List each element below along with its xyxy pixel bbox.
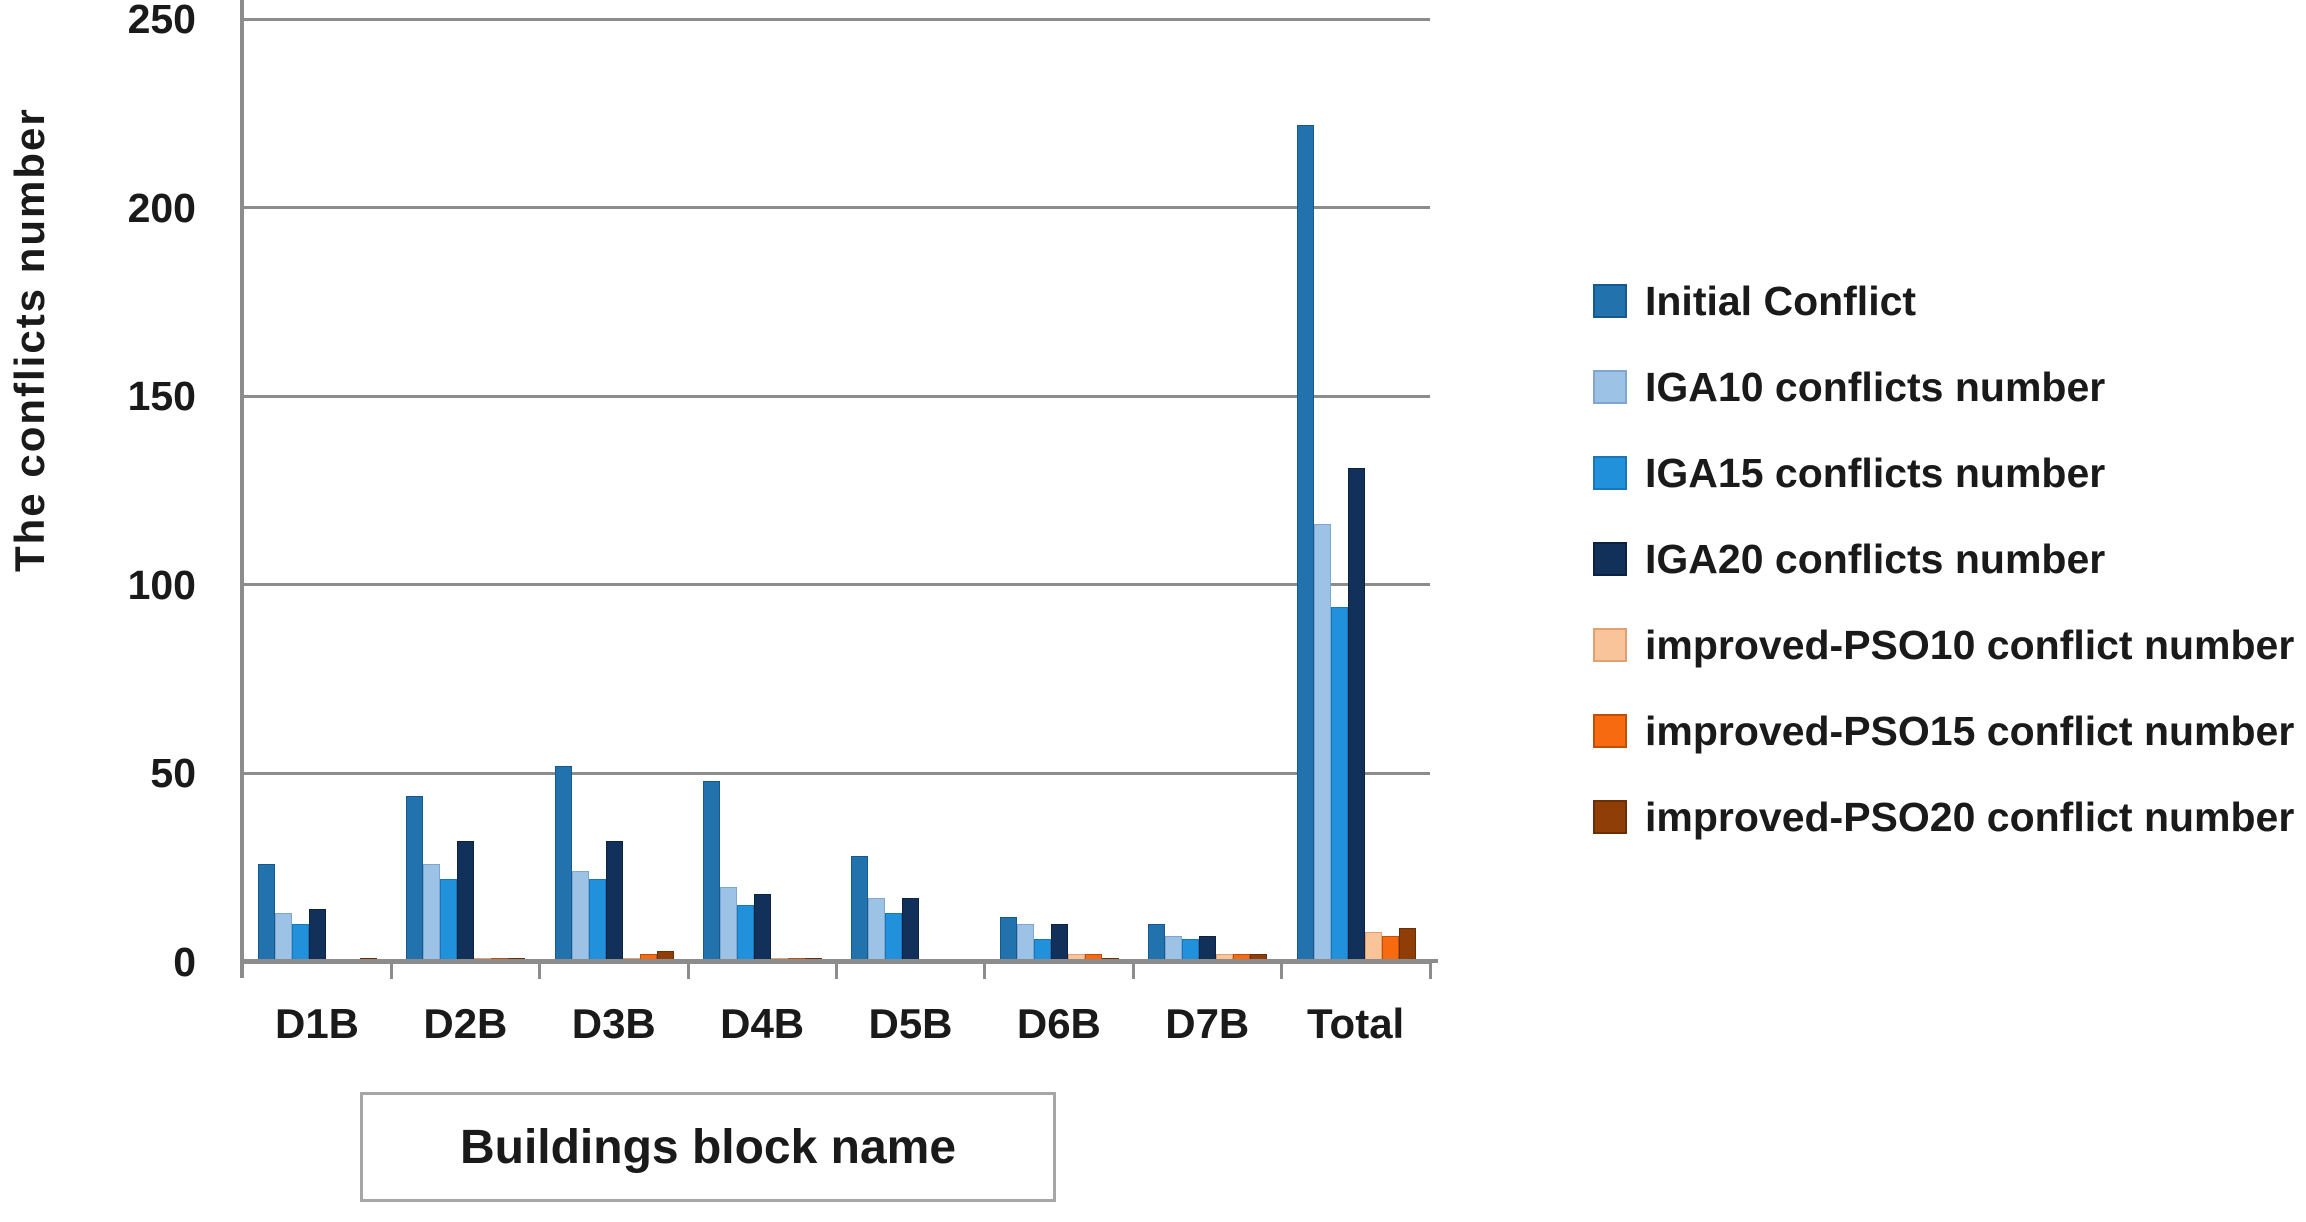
legend-item: Initial Conflict — [1593, 280, 2294, 321]
legend-label: IGA10 conflicts number — [1645, 363, 2106, 410]
x-axis-tick — [983, 962, 987, 979]
x-axis-line — [240, 959, 1438, 963]
bar-group-D6B — [985, 19, 1133, 962]
legend-item: improved-PSO20 conflict number — [1593, 796, 2294, 837]
bar — [457, 841, 475, 962]
legend-swatch-icon — [1593, 628, 1627, 662]
x-axis-title: Buildings block name — [459, 1120, 957, 1174]
legend-item: IGA10 conflicts number — [1593, 366, 2294, 407]
y-tick-label-100: 100 — [127, 561, 196, 608]
bar — [902, 897, 920, 962]
legend-label: improved-PSO15 conflict number — [1645, 707, 2295, 754]
x-tick-label-D4B: D4B — [720, 1000, 805, 1047]
bar-group-D3B — [540, 19, 688, 962]
gridline-100 — [243, 583, 1430, 587]
legend-label: IGA15 conflicts number — [1645, 449, 2106, 496]
bar — [1347, 467, 1365, 962]
bar — [440, 879, 458, 962]
x-tick-label-Total: Total — [1307, 1000, 1405, 1047]
y-tick-label-0: 0 — [173, 939, 196, 985]
legend-label: Initial Conflict — [1645, 277, 1917, 324]
x-axis-tick — [1280, 962, 1284, 979]
x-tick-label-D7B: D7B — [1165, 1000, 1250, 1047]
legend-item: IGA20 conflicts number — [1593, 538, 2294, 579]
bar — [554, 765, 572, 962]
bar — [1050, 924, 1068, 962]
bar — [868, 897, 886, 962]
legend-item: IGA15 conflicts number — [1593, 452, 2294, 493]
legend-item: improved-PSO10 conflict number — [1593, 624, 2294, 665]
bar — [275, 912, 292, 962]
bar — [258, 863, 275, 962]
bar — [588, 879, 606, 962]
bar — [754, 894, 772, 962]
gridline-250 — [243, 17, 1430, 21]
y-tick-label-50: 50 — [150, 750, 196, 797]
bar — [737, 905, 755, 962]
x-tick-label-D6B: D6B — [1016, 1000, 1101, 1047]
x-axis-tick — [538, 962, 542, 979]
legend: Initial Conflict IGA10 conflicts number IG… — [1593, 280, 2294, 887]
bar — [309, 909, 326, 962]
bar — [999, 916, 1017, 962]
bar — [1148, 924, 1166, 962]
y-tick-label-250: 250 — [127, 0, 196, 42]
bar — [1364, 931, 1382, 962]
x-tick-label-D3B: D3B — [571, 1000, 656, 1047]
plot-area — [240, 0, 1438, 979]
x-axis-tick — [1428, 962, 1432, 979]
x-axis-tick — [389, 962, 393, 979]
x-axis-tick — [1131, 962, 1135, 979]
legend-label: improved-PSO20 conflict number — [1645, 793, 2295, 840]
legend-swatch-icon — [1593, 370, 1627, 404]
bar — [703, 780, 721, 962]
x-axis-tick — [686, 962, 690, 979]
y-axis-line — [240, 0, 244, 978]
bar — [1313, 524, 1331, 962]
bar — [571, 871, 589, 962]
bar — [406, 796, 424, 962]
bar — [720, 886, 738, 962]
legend-swatch-icon — [1593, 714, 1627, 748]
bar-group-D7B — [1133, 19, 1281, 962]
legend-swatch-icon — [1593, 456, 1627, 490]
x-tick-label-D2B: D2B — [423, 1000, 508, 1047]
bar-group-D4B — [688, 19, 836, 962]
bar — [605, 841, 623, 962]
bar — [851, 856, 869, 962]
x-tick-label-D1B: D1B — [274, 1000, 360, 1047]
bar — [1330, 607, 1348, 962]
gridline-50 — [243, 771, 1430, 775]
bar — [1398, 928, 1416, 962]
x-axis-tick — [835, 962, 838, 979]
bar-group-Total — [1282, 19, 1430, 962]
legend-swatch-icon — [1593, 800, 1627, 834]
legend-label: IGA20 conflicts number — [1645, 535, 2106, 582]
bar — [423, 863, 441, 962]
bars-layer — [243, 19, 1430, 962]
bar — [1296, 124, 1314, 962]
y-tick-label-200: 200 — [127, 184, 196, 231]
x-axis-title-box: Buildings block name — [360, 1092, 1056, 1202]
bar-group-D2B — [391, 19, 539, 962]
bar — [885, 912, 903, 962]
legend-label: improved-PSO10 conflict number — [1645, 621, 2295, 668]
legend-swatch-icon — [1593, 542, 1627, 576]
bar — [292, 924, 309, 962]
bar — [1016, 924, 1034, 962]
x-tick-label-D5B: D5B — [868, 1000, 953, 1047]
y-axis-title: The conflicts number — [6, 107, 53, 573]
gridline-200 — [243, 206, 1430, 210]
y-tick-label-150: 150 — [127, 373, 196, 420]
bar-group-D5B — [836, 19, 984, 962]
bar-group-D1B — [243, 19, 391, 962]
legend-swatch-icon — [1593, 284, 1627, 318]
legend-item: improved-PSO15 conflict number — [1593, 710, 2294, 751]
gridline-150 — [243, 394, 1430, 398]
